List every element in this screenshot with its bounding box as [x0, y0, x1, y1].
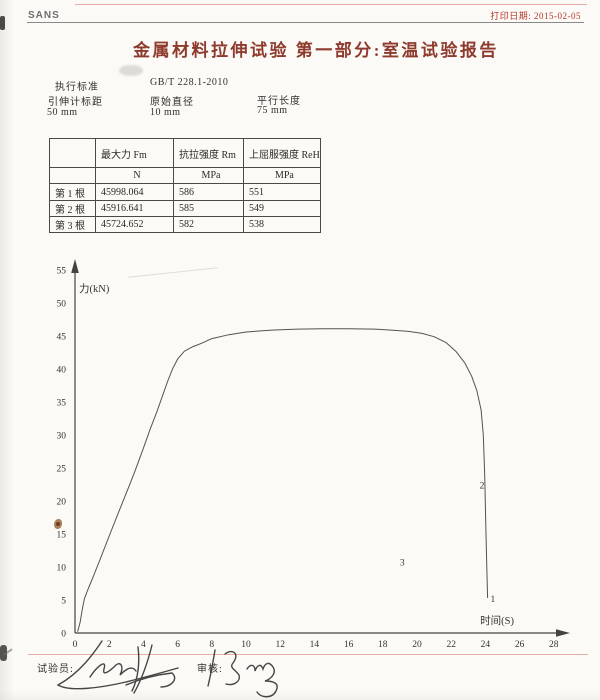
header-cell-upper-yield: 上屈服强度 ReH — [243, 138, 321, 168]
y-tick-label: 20 — [57, 498, 67, 508]
gauge-length-label: 引伸计标距 — [48, 97, 103, 108]
force-time-chart: 0 2 4 6 8 10 12 14 16 18 20 22 24 26 28 0 5 10 15 20 25 30 35 4… — [28, 252, 593, 660]
table-row: 第 3 根 45724.652 582 538 — [49, 216, 321, 233]
x-tick-label: 8 — [209, 640, 214, 650]
footer-rule — [28, 654, 588, 655]
y-tick-label: 0 — [61, 630, 66, 640]
sans-logo: SANS — [28, 10, 60, 21]
y-axis-arrow — [71, 259, 79, 273]
curve-point-label: 1 — [491, 595, 496, 605]
diameter-label: 原始直径 — [150, 97, 194, 108]
unit-cell-mpa: MPa — [173, 167, 244, 184]
x-tick-label: 6 — [175, 640, 180, 650]
scan-artifact-smudge — [119, 65, 143, 76]
scan-artifact-edge-mark — [0, 16, 5, 30]
row-label: 第 3 根 — [49, 216, 96, 233]
row-label: 第 1 根 — [49, 183, 96, 201]
diameter-value: 10 mm — [150, 107, 181, 118]
x-tick-label: 2 — [107, 640, 112, 650]
x-tick-label: 18 — [378, 640, 388, 650]
max-force-value: 45724.652 — [95, 216, 174, 233]
results-table: 最大力 Fm 抗拉强度 Rm 上屈服强度 ReH N MPa MPa 第 1 根… — [49, 138, 321, 233]
unit-cell-n: N — [95, 167, 174, 184]
x-tick-label: 0 — [73, 640, 78, 650]
x-tick-label: 28 — [549, 640, 559, 650]
x-tick-label: 14 — [310, 640, 320, 650]
reviewer-signature — [207, 649, 278, 698]
row-label: 第 2 根 — [49, 200, 96, 217]
x-tick-label: 4 — [141, 640, 146, 650]
upper-yield-value: 538 — [243, 216, 321, 233]
max-force-value: 45998.064 — [95, 183, 174, 201]
y-tick-label: 35 — [57, 399, 67, 409]
max-force-value: 45916.641 — [95, 200, 174, 217]
header-cell-max-force: 最大力 Fm — [95, 138, 174, 168]
x-tick-label: 22 — [446, 640, 456, 650]
exec-standard-label: 执行标准 — [55, 82, 99, 93]
tester-label: 试验员: — [37, 664, 74, 675]
scan-artifact-top-line — [75, 4, 587, 5]
y-tick-label: 15 — [57, 531, 67, 541]
unit-cell-mpa: MPa — [243, 167, 321, 184]
x-axis-title: 时间(S) — [480, 614, 514, 627]
parallel-length-label: 平行长度 — [257, 96, 301, 107]
table-row: 第 1 根 45998.064 586 551 — [49, 183, 321, 201]
tester-signature — [56, 640, 179, 694]
curve-point-label: 3 — [400, 559, 405, 569]
tensile-strength-value: 585 — [173, 200, 244, 217]
table-unit-row: N MPa MPa — [49, 167, 321, 184]
print-date: 打印日期: 2015-02-05 — [490, 11, 581, 21]
curve-point-label: 2 — [480, 482, 485, 492]
tensile-strength-value: 582 — [173, 216, 244, 233]
header-cell-empty — [49, 138, 96, 168]
unit-cell-empty — [49, 167, 96, 184]
x-tick-label: 16 — [344, 640, 354, 650]
x-tick-label: 24 — [481, 640, 491, 650]
scan-artifact-speck-dot — [56, 522, 60, 526]
y-tick-label: 10 — [57, 564, 67, 574]
table-row: 第 2 根 45916.641 585 549 — [49, 200, 321, 217]
y-tick-label: 5 — [61, 597, 66, 607]
x-tick-label: 10 — [241, 640, 251, 650]
tensile-strength-value: 586 — [173, 183, 244, 201]
x-tick-label: 20 — [412, 640, 422, 650]
header-rule — [27, 22, 584, 23]
force-time-curve — [77, 328, 489, 632]
report-title: 金属材料拉伸试验 第一部分:室温试验报告 — [133, 41, 499, 60]
exec-standard-value: GB/T 228.1-2010 — [150, 77, 229, 88]
reviewer-label: 审核: — [197, 664, 223, 675]
gauge-length-value: 50 mm — [47, 107, 78, 118]
upper-yield-value: 549 — [243, 200, 321, 217]
x-tick-label: 12 — [275, 640, 285, 650]
parallel-length-value: 75 mm — [257, 105, 288, 116]
y-tick-label: 40 — [57, 366, 67, 376]
table-header-row: 最大力 Fm 抗拉强度 Rm 上屈服强度 ReH — [49, 138, 321, 168]
y-tick-label: 55 — [57, 267, 67, 277]
upper-yield-value: 551 — [243, 183, 321, 201]
x-tick-label: 26 — [515, 640, 525, 650]
y-axis-title: 力(kN) — [79, 282, 110, 295]
force-time-chart-svg: 0 2 4 6 8 10 12 14 16 18 20 22 24 26 28051015202530354… — [57, 259, 570, 650]
header-cell-tensile-strength: 抗拉强度 Rm — [173, 138, 244, 168]
y-tick-label: 45 — [57, 333, 67, 343]
y-tick-label: 50 — [57, 300, 67, 310]
y-tick-label: 30 — [57, 432, 67, 442]
y-tick-label: 25 — [57, 465, 67, 475]
x-axis-arrow — [556, 629, 570, 637]
